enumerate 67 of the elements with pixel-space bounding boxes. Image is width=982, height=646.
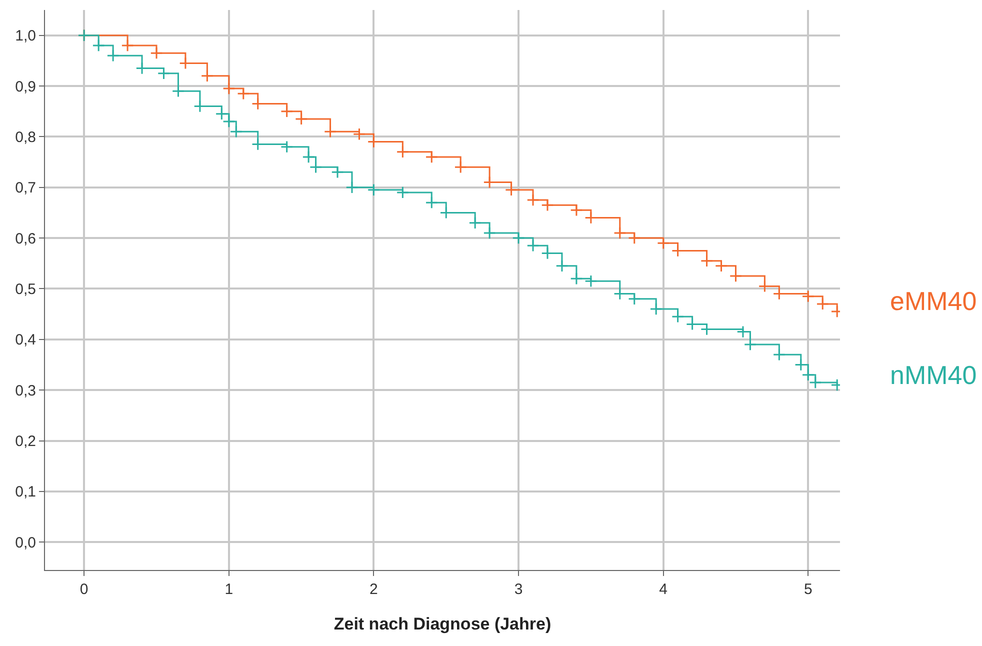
- point: [700, 254, 714, 268]
- x-tick-label: 2: [370, 581, 378, 598]
- point: [628, 292, 641, 306]
- point: [468, 216, 482, 230]
- y-tick-label: 0,3: [15, 382, 36, 400]
- y-tick-label: 0,6: [15, 230, 36, 248]
- point: [802, 290, 814, 303]
- x-tick-label: 0: [80, 581, 88, 598]
- point: [324, 125, 337, 138]
- point: [526, 239, 540, 252]
- point: [346, 181, 358, 194]
- point: [570, 204, 583, 217]
- point: [309, 160, 322, 174]
- point: [280, 140, 294, 154]
- series-label: eMM40: [890, 286, 977, 316]
- point: [106, 49, 120, 62]
- point: [92, 39, 105, 52]
- point: [556, 260, 568, 272]
- y-tick-label: 0,7: [15, 180, 36, 197]
- point: [454, 160, 467, 174]
- point: [772, 348, 786, 361]
- point: [744, 338, 757, 351]
- series-label: nMM40: [890, 360, 977, 390]
- point: [541, 198, 554, 212]
- y-tick-label: 0,2: [15, 433, 36, 450]
- y-tick-label: 0,9: [15, 78, 36, 96]
- y-tick-label: 0,0: [15, 534, 36, 552]
- y-tick-label: 0,4: [15, 332, 36, 349]
- point: [331, 166, 344, 179]
- point: [237, 87, 250, 100]
- point: [280, 105, 294, 118]
- y-tick-label: 0,5: [15, 280, 36, 298]
- x-tick-label: 1: [224, 581, 234, 598]
- point: [628, 232, 641, 244]
- y-tick-label: 0,1: [15, 484, 36, 501]
- point: [302, 150, 315, 164]
- point: [671, 310, 684, 323]
- point: [504, 184, 518, 196]
- point: [512, 232, 525, 244]
- point: [367, 184, 380, 196]
- point: [584, 274, 598, 288]
- point: [570, 272, 583, 285]
- point: [483, 226, 496, 240]
- point: [230, 125, 242, 138]
- y-tick-label: 1,0: [15, 28, 36, 45]
- point: [714, 260, 728, 272]
- point: [294, 112, 308, 126]
- point: [816, 298, 829, 310]
- point: [200, 70, 214, 82]
- x-tick-label: 5: [804, 581, 812, 598]
- x-tick-label: 4: [659, 581, 668, 598]
- x-axis-title: Zeit nach Diagnose (Jahre): [334, 614, 552, 634]
- point: [396, 146, 410, 158]
- point: [425, 196, 438, 209]
- point: [614, 226, 626, 240]
- point: [150, 46, 163, 60]
- point: [656, 236, 670, 250]
- point: [121, 39, 134, 52]
- y-tick-label: 0,8: [15, 128, 36, 146]
- x-tick-label: 3: [514, 581, 523, 598]
- point: [650, 302, 662, 316]
- point: [526, 194, 540, 206]
- point: [222, 82, 236, 95]
- point: [352, 128, 366, 141]
- point: [396, 186, 410, 199]
- point: [172, 84, 185, 98]
- point: [425, 150, 438, 164]
